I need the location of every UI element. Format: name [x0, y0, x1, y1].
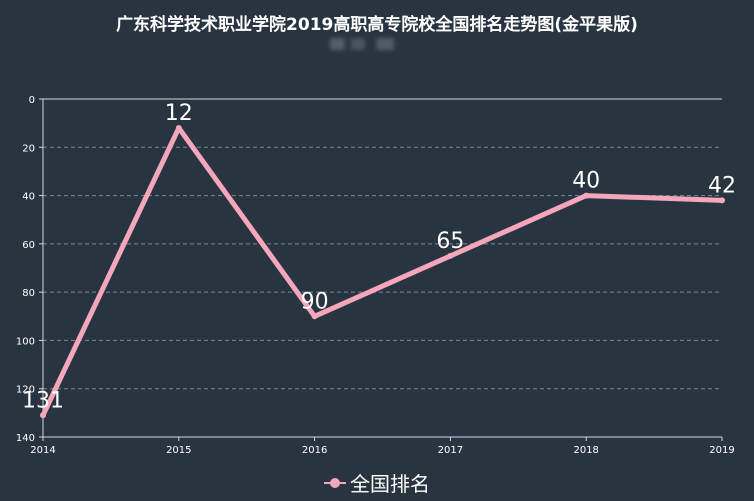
data-point	[719, 197, 725, 204]
data-label: 42	[708, 173, 736, 198]
legend-label: 全国排名	[350, 472, 430, 496]
data-label: 90	[301, 289, 329, 314]
data-label: 131	[22, 388, 64, 413]
data-point	[583, 192, 590, 199]
series-line	[40, 125, 725, 418]
x-tick-label: 2015	[166, 445, 191, 456]
x-tick-label: 2016	[302, 445, 327, 456]
y-tick-label: 140	[16, 433, 35, 444]
x-tick-label: 2014	[30, 445, 55, 456]
y-tick-label: 20	[22, 143, 35, 154]
data-label: 65	[436, 229, 464, 254]
y-tick-label: 60	[22, 240, 35, 251]
chart-title: 广东科学技术职业学院2019高职高专院校全国排名走势图(金平果版)	[116, 15, 638, 35]
legend-line-marker-icon	[324, 476, 346, 490]
x-tick-label: 2017	[438, 445, 463, 456]
y-tick-label: 0	[29, 95, 35, 106]
blurred-subtitle	[330, 38, 410, 50]
data-label: 40	[572, 169, 600, 194]
data-point	[40, 412, 46, 419]
data-label: 12	[165, 101, 193, 126]
y-tick-label: 120	[16, 385, 35, 396]
data-point	[175, 124, 182, 131]
y-tick-label: 80	[22, 288, 35, 299]
y-tick-label: 40	[22, 192, 35, 203]
x-tick-label: 2018	[573, 445, 598, 456]
legend[interactable]: 全国排名	[0, 468, 754, 497]
y-tick-label: 100	[16, 336, 35, 347]
data-point	[311, 313, 318, 320]
data-point	[447, 252, 454, 259]
x-tick-label: 2019	[709, 445, 734, 456]
